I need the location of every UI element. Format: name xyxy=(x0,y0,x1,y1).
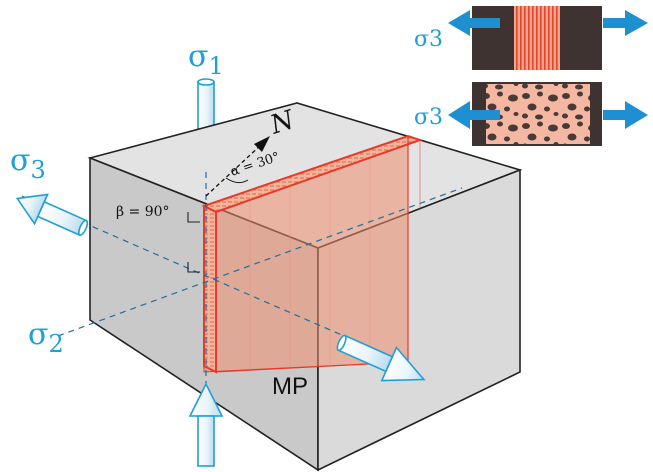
inset-arrow-left-top-icon xyxy=(448,10,500,36)
north-arrow-icon xyxy=(205,136,270,197)
sigma1-label: σ1 xyxy=(188,39,224,80)
rock-block xyxy=(87,102,523,472)
inset-top-sigma3-label: σ3 xyxy=(414,27,443,52)
sigma2-label: σ2 xyxy=(28,317,64,358)
inset-bottom-sigma3-label: σ3 xyxy=(414,105,443,130)
sigma1-bottom-arrow-icon xyxy=(188,382,224,467)
sigma2-axis-line xyxy=(57,187,463,337)
inset-arrow-left-bottom-icon xyxy=(448,101,500,129)
inset-sample-banded xyxy=(472,6,602,70)
inset-arrow-right-top-icon xyxy=(603,10,648,36)
beta-angle-label: β = 90° xyxy=(116,204,170,220)
inset-sample-granular xyxy=(472,82,602,146)
sigma3-label: σ3 xyxy=(10,143,46,184)
sigma3-left-arrow-icon xyxy=(15,193,89,237)
fault-plane-striations xyxy=(249,149,371,370)
inset-arrow-right-bottom-icon xyxy=(603,101,648,129)
right-angle-marks xyxy=(187,212,200,273)
inset-panel: σ3 σ3 xyxy=(414,6,648,146)
block-mp-label: MP xyxy=(272,373,308,400)
sigma3-right-arrow-icon xyxy=(336,334,426,382)
